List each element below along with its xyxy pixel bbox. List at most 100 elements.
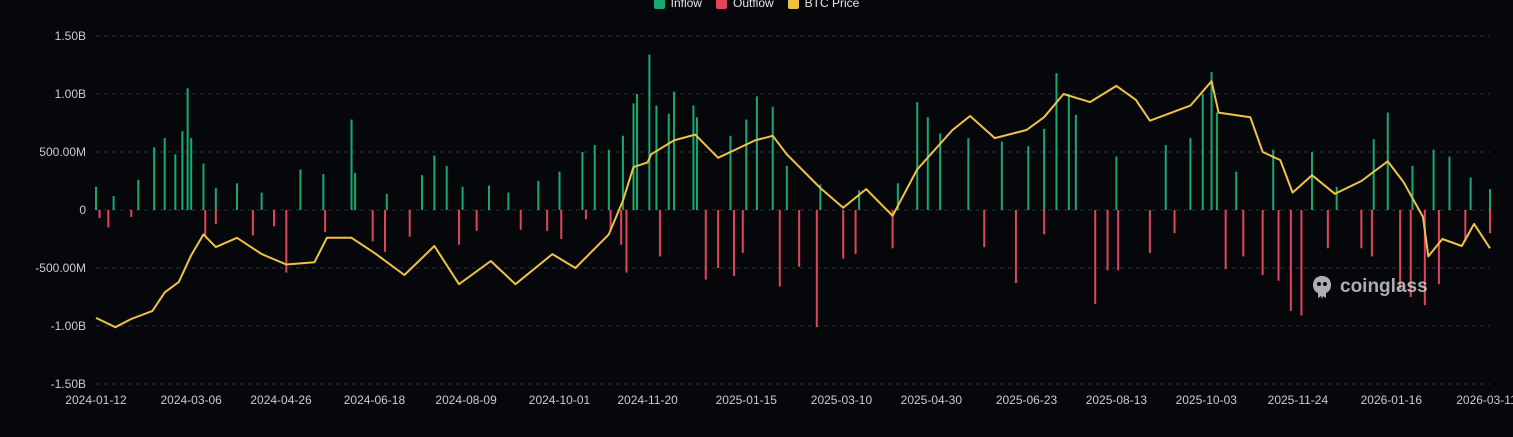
outflow-bar xyxy=(285,210,288,273)
outflow-bar xyxy=(546,210,549,231)
x-tick-label: 2024-04-26 xyxy=(250,393,312,407)
inflow-bar xyxy=(745,119,748,210)
inflow-bar xyxy=(1335,186,1338,210)
x-tick-label: 2025-08-13 xyxy=(1086,393,1148,407)
inflow-bar xyxy=(632,103,635,210)
outflow-bar xyxy=(272,210,275,227)
outflow-bar xyxy=(741,210,744,253)
outflow-bar xyxy=(609,210,612,231)
inflow-bar xyxy=(350,119,353,210)
y-tick-label: -500.00M xyxy=(35,261,86,275)
inflow-bar xyxy=(1411,165,1414,210)
price-line xyxy=(95,80,1491,329)
inflow-bar xyxy=(1115,156,1118,210)
x-tick-label: 2024-03-06 xyxy=(160,393,222,407)
x-tick-label: 2025-04-30 xyxy=(901,393,963,407)
x-tick-label: 2025-10-03 xyxy=(1176,393,1238,407)
outflow-bar xyxy=(107,210,110,228)
inflow-bar xyxy=(181,131,184,210)
outflow-bar xyxy=(1326,210,1329,249)
outflow-bar xyxy=(1106,210,1109,271)
x-axis: 2024-01-12 2024-03-06 2024-04-26 2024-06-18… xyxy=(65,393,1513,407)
x-tick-label: 2025-06-23 xyxy=(996,393,1058,407)
inflow-bar xyxy=(445,165,448,210)
legend: Inflow Outflow BTC Price xyxy=(0,0,1513,10)
inflow-bar xyxy=(299,169,302,210)
inflow-bar xyxy=(186,88,189,210)
legend-item-outflow[interactable]: Outflow xyxy=(715,0,774,10)
legend-item-btc-price[interactable]: BTC Price xyxy=(787,0,860,10)
inflow-bar xyxy=(896,183,899,210)
inflow-bar xyxy=(1164,145,1167,210)
inflow-bar xyxy=(1055,73,1058,211)
inflow-bar xyxy=(354,172,357,210)
outflow-bar xyxy=(1148,210,1151,253)
outflow-bar xyxy=(1437,210,1440,285)
outflow-bar xyxy=(815,210,818,328)
inflow-bar xyxy=(1489,189,1491,210)
inflow-bar xyxy=(1043,128,1046,210)
legend-swatch-inflow xyxy=(653,0,665,9)
outflow-bar xyxy=(1464,210,1467,242)
inflow-bar xyxy=(461,186,464,210)
x-tick-label: 2025-03-10 xyxy=(811,393,873,407)
inflow-bar xyxy=(755,96,758,210)
inflow-bar xyxy=(667,113,670,210)
y-tick-label: -1.00B xyxy=(51,319,86,333)
inflow-bar xyxy=(190,138,193,210)
inflow-bar xyxy=(174,154,177,210)
outflow-bar xyxy=(625,210,628,273)
x-tick-label: 2024-11-20 xyxy=(617,393,678,407)
inflow-bar xyxy=(636,94,639,210)
inflow-bar xyxy=(558,171,561,210)
inflow-bar xyxy=(729,135,732,210)
outflow-bar xyxy=(1277,210,1280,281)
x-tick-label: 2026-01-16 xyxy=(1361,393,1423,407)
outflow-bar xyxy=(1399,210,1402,289)
outflow-bar xyxy=(408,210,411,237)
inflow-bar xyxy=(1311,152,1314,210)
inflow-bar xyxy=(112,196,115,210)
x-tick-label: 2026-03-11 xyxy=(1456,393,1513,407)
legend-label-btc-price: BTC Price xyxy=(804,0,860,10)
outflow-bar xyxy=(98,210,101,219)
inflow-bar xyxy=(655,105,658,210)
outflow-bar xyxy=(1489,210,1491,234)
inflow-bar xyxy=(1448,156,1451,210)
x-tick-label: 2024-01-12 xyxy=(65,393,127,407)
inflow-bar xyxy=(1210,71,1213,211)
y-tick-label: 1.50B xyxy=(55,29,86,43)
x-tick-label: 2024-10-01 xyxy=(529,393,591,407)
inflow-bar xyxy=(785,165,788,210)
inflow-bar xyxy=(1215,112,1218,210)
outflow-bar xyxy=(983,210,986,248)
inflow-bar xyxy=(771,106,774,210)
inflow-bar xyxy=(593,145,596,210)
outflow-bar xyxy=(1261,210,1264,275)
outflow-bar xyxy=(1300,210,1303,316)
outflow-bar xyxy=(204,210,207,237)
inflow-bar xyxy=(1235,171,1238,210)
outflow-bar xyxy=(475,210,478,231)
inflow-bar xyxy=(673,91,676,210)
outflow-bar xyxy=(1360,210,1363,249)
grid-lines xyxy=(96,35,1490,385)
outflow-bar xyxy=(732,210,735,277)
outflow-bar xyxy=(1043,210,1046,235)
legend-label-outflow: Outflow xyxy=(732,0,774,10)
inflow-bar xyxy=(433,155,436,210)
outflow-bar xyxy=(1224,210,1227,270)
legend-item-inflow[interactable]: Inflow xyxy=(653,0,702,10)
outflow-bar xyxy=(130,210,133,217)
outflow-bar xyxy=(842,210,845,259)
inflow-bar xyxy=(1027,146,1030,210)
outflow-bar xyxy=(620,210,623,245)
legend-label-inflow: Inflow xyxy=(670,0,702,10)
outflow-bar xyxy=(519,210,522,230)
outflow-bar xyxy=(1014,210,1017,284)
y-tick-label: 500.00M xyxy=(39,145,86,159)
inflow-bar xyxy=(926,117,929,210)
inflow-bar xyxy=(260,192,263,210)
